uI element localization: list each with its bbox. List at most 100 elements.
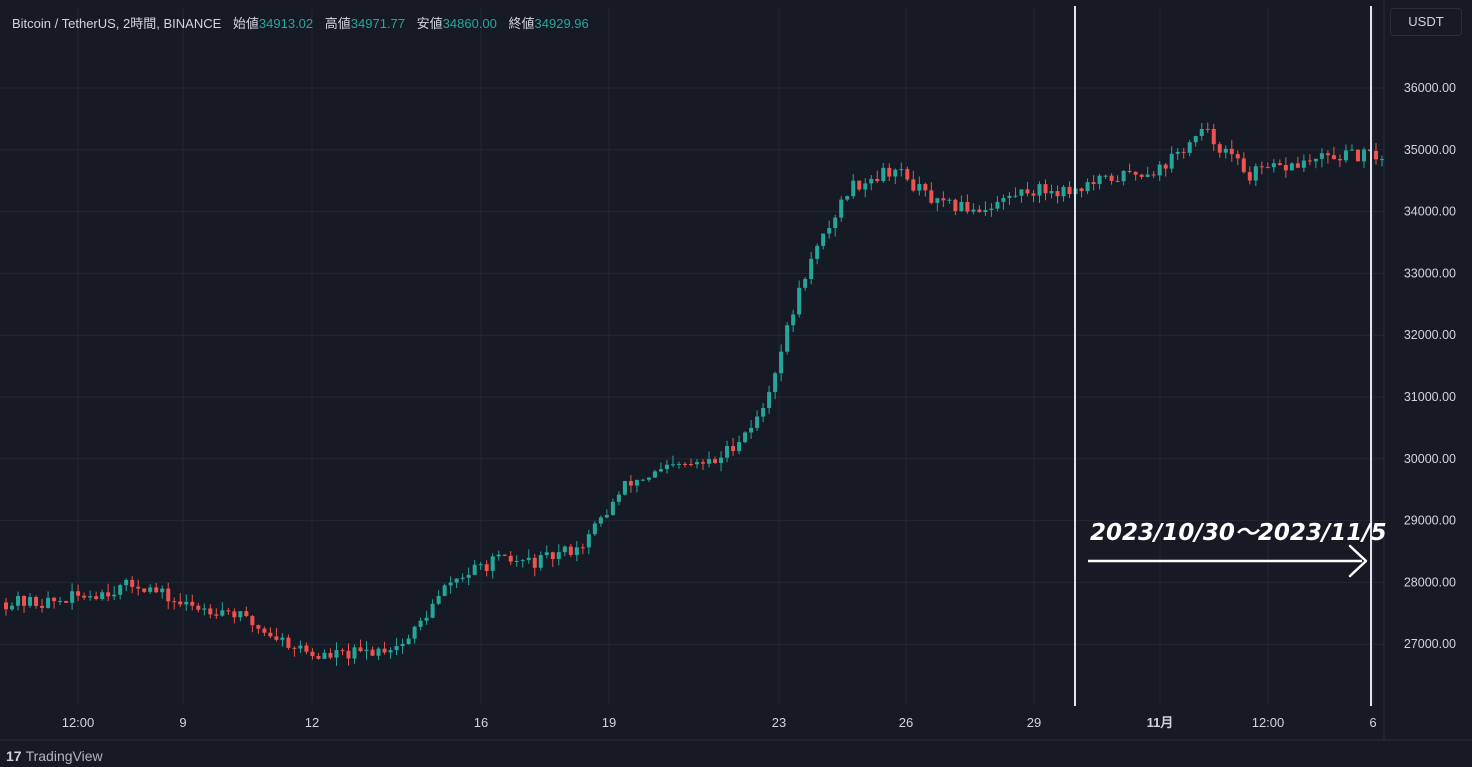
candle-body — [1085, 182, 1090, 192]
candle-body — [947, 199, 952, 201]
candle-body — [328, 652, 333, 658]
candle-body — [1259, 166, 1264, 168]
candle-body — [851, 180, 856, 197]
candle-body — [616, 494, 621, 502]
candle-body — [1151, 174, 1156, 176]
candle-body — [34, 597, 39, 606]
candle-body — [1031, 193, 1036, 196]
tradingview-footer[interactable]: 17 TradingView — [6, 748, 103, 764]
candle-body — [875, 178, 880, 182]
candle-body — [52, 597, 57, 602]
candle-body — [971, 209, 976, 212]
candle-body — [839, 199, 844, 218]
price-tick-label: 34000.00 — [1404, 205, 1456, 219]
candle-body — [1145, 174, 1150, 177]
candle-body — [1127, 170, 1132, 172]
candle-body — [1301, 160, 1306, 168]
candle-body — [905, 169, 910, 180]
candle-body — [1121, 170, 1126, 182]
candle-body — [1271, 163, 1276, 168]
candle-body — [719, 457, 724, 463]
candle-body — [4, 602, 8, 610]
candle-body — [376, 648, 381, 656]
low-value: 34860.00 — [442, 16, 497, 31]
price-tick-label: 35000.00 — [1404, 143, 1456, 157]
currency-button[interactable]: USDT — [1390, 8, 1462, 36]
candle-body — [160, 588, 165, 593]
candle-body — [713, 459, 718, 463]
candle-body — [610, 501, 615, 515]
candle-body — [1361, 149, 1366, 162]
candle-body — [22, 596, 27, 606]
candle-body — [779, 351, 784, 374]
candle-body — [929, 190, 934, 203]
candle-body — [310, 651, 315, 656]
candles — [4, 122, 1384, 666]
candle-body — [1139, 174, 1144, 177]
candle-body — [478, 564, 483, 566]
candle-body — [406, 638, 411, 645]
candle-body — [262, 628, 267, 633]
candle-body — [941, 198, 946, 201]
candle-body — [917, 184, 922, 191]
candle-body — [220, 610, 225, 616]
candle-body — [1349, 149, 1354, 151]
price-tick-label: 27000.00 — [1404, 637, 1456, 651]
candle-body — [1193, 136, 1198, 143]
candle-body — [556, 552, 561, 560]
candle-body — [652, 471, 657, 478]
candle-body — [1253, 166, 1258, 181]
candle-body — [172, 601, 177, 603]
close-value: 34929.96 — [534, 16, 589, 31]
candle-body — [1097, 175, 1102, 185]
candle-body — [502, 554, 507, 556]
candle-body — [316, 655, 321, 659]
candle-body — [1037, 184, 1042, 196]
arrow-head-icon — [1348, 544, 1368, 578]
candle-body — [1295, 163, 1300, 168]
candle-body — [358, 647, 363, 652]
price-tick-label: 32000.00 — [1404, 328, 1456, 342]
candle-body — [1331, 155, 1336, 159]
candle-body — [911, 179, 916, 191]
candle-body — [256, 625, 261, 629]
candle-body — [869, 178, 874, 184]
time-tick-label: 16 — [474, 715, 488, 730]
candle-body — [562, 546, 567, 553]
candle-body — [598, 517, 603, 524]
open-value: 34913.02 — [258, 16, 314, 31]
candle-body — [586, 534, 591, 548]
candle-body — [424, 617, 429, 621]
candle-body — [40, 605, 45, 608]
candle-body — [388, 650, 393, 653]
candle-body — [791, 314, 796, 326]
candle-body — [178, 601, 183, 605]
candle-body — [1199, 128, 1204, 137]
low-label: 安値 — [416, 16, 443, 31]
candle-body — [448, 582, 453, 586]
candle-body — [418, 620, 423, 627]
candle-body — [76, 591, 81, 596]
price-tick-label: 28000.00 — [1404, 575, 1456, 589]
candle-body — [1265, 167, 1270, 169]
candle-body — [893, 169, 898, 177]
candle-body — [1013, 195, 1018, 197]
time-tick-label: 23 — [772, 715, 786, 730]
candle-body — [1223, 148, 1228, 153]
candle-body — [274, 636, 279, 640]
candle-body — [935, 198, 940, 203]
candle-body — [196, 605, 201, 610]
candle-body — [1067, 186, 1072, 195]
candle-body — [767, 392, 772, 408]
candle-body — [923, 184, 928, 191]
candle-body — [430, 603, 435, 618]
candle-body — [340, 650, 345, 652]
candle-body — [394, 645, 399, 651]
date-range-annotation: 2023/10/30〜2023/11/5 — [1090, 520, 1387, 546]
candle-body — [1175, 151, 1180, 154]
tradingview-brand: TradingView — [25, 748, 103, 764]
candle-body — [442, 585, 447, 596]
candle-body — [64, 600, 69, 603]
candle-body — [1103, 175, 1108, 177]
candle-body — [995, 201, 1000, 209]
